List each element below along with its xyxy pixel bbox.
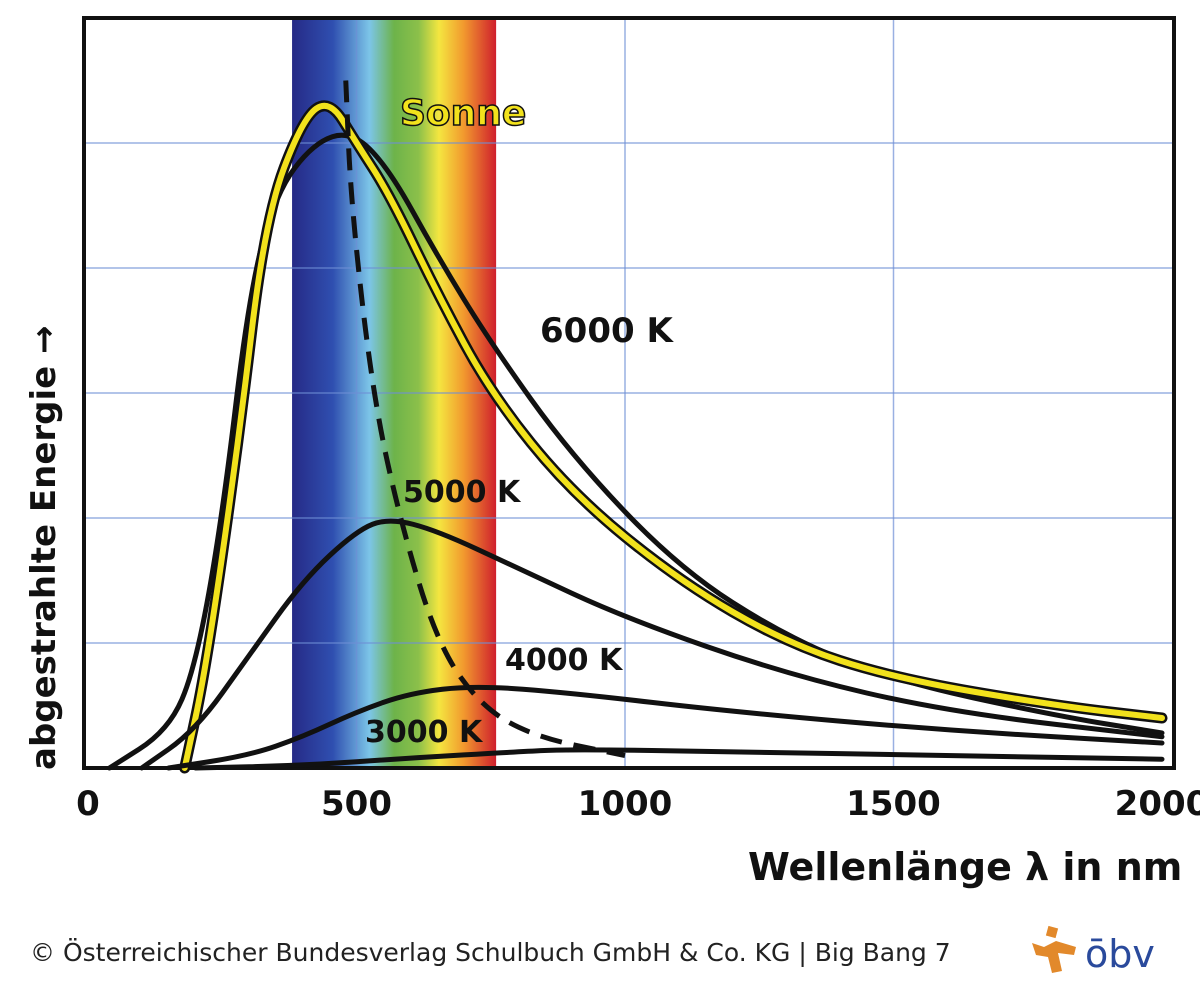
x-tick-label: 500	[321, 784, 392, 824]
chart: 0 500 1000 1500 2000 Sonne 6000 K 5000 K 400…	[24, 16, 1200, 889]
y-axis-label: abgestrahlte Energie →	[24, 325, 64, 770]
curves	[106, 80, 1168, 774]
obv-logo: ōbv	[1032, 925, 1155, 975]
curve-5000k	[139, 518, 1165, 771]
x-tick-label: 0	[76, 784, 100, 824]
curve-3000k	[192, 747, 1165, 771]
logo-figure-icon	[1032, 925, 1076, 973]
wien-displacement-line	[343, 80, 626, 758]
curve-sonne	[181, 102, 1165, 771]
label-4000k: 4000 K	[505, 643, 624, 678]
svg-text:ōbv: ōbv	[1085, 932, 1155, 975]
x-tick-label: 1000	[578, 784, 673, 824]
label-sonne: Sonne	[400, 93, 526, 134]
label-6000k: 6000 K	[540, 311, 674, 351]
x-ticks: 0 500 1000 1500 2000	[76, 784, 1200, 824]
copyright-footer: © Österreichischer Bundesverlag Schulbuc…	[30, 938, 951, 967]
x-axis-label: Wellenlänge λ in nm	[748, 845, 1182, 889]
x-tick-label: 2000	[1115, 784, 1200, 824]
label-5000k: 5000 K	[403, 475, 522, 510]
plot-frame	[82, 16, 1176, 770]
label-3000k: 3000 K	[365, 715, 484, 750]
x-tick-label: 1500	[846, 784, 941, 824]
